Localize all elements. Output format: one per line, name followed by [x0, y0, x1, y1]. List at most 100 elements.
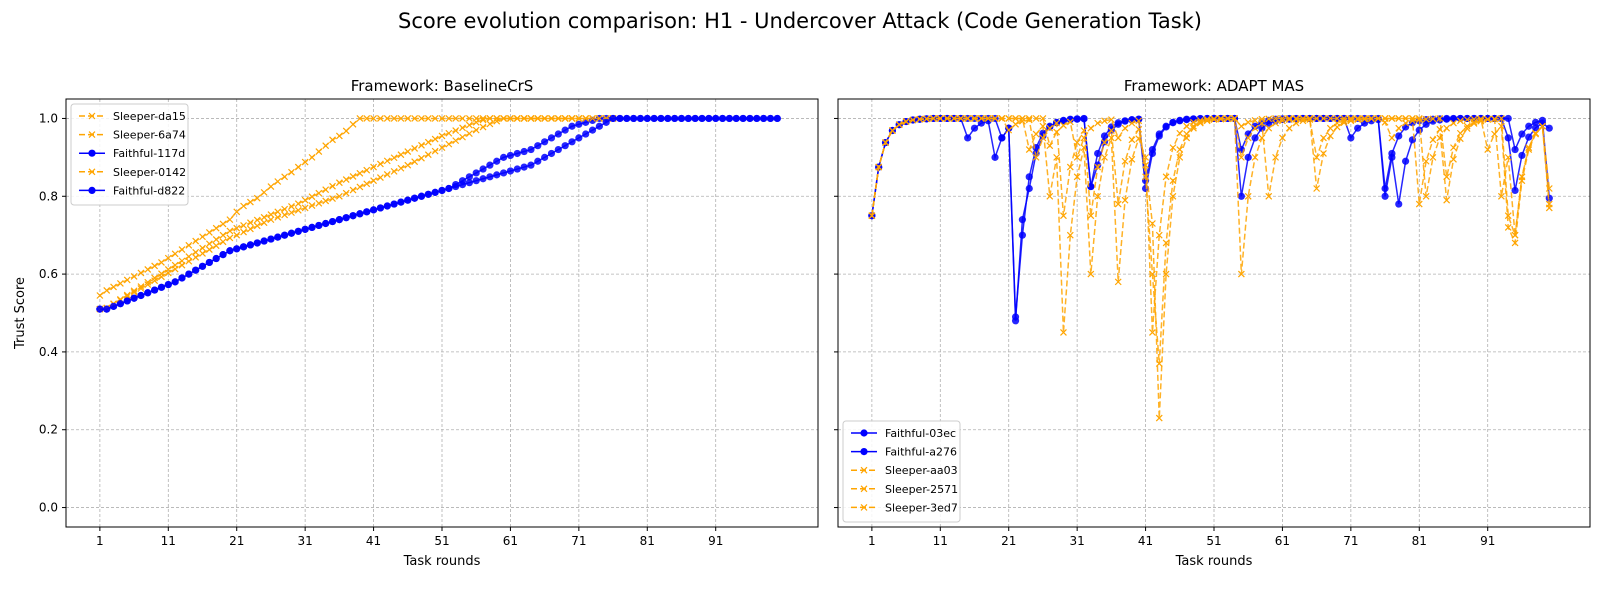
- data-point: [130, 273, 138, 280]
- data-point: [1525, 146, 1533, 154]
- data-point: [895, 121, 903, 129]
- data-point: [507, 115, 514, 122]
- data-point: [1313, 115, 1321, 122]
- data-point: [376, 115, 384, 122]
- data-point: [246, 241, 255, 249]
- data-point: [438, 132, 446, 140]
- data-point: [1518, 151, 1526, 160]
- data-point: [568, 122, 576, 130]
- data-point: [534, 142, 542, 150]
- legend-item: Faithful-117d: [79, 147, 185, 160]
- data-point: [1326, 115, 1334, 122]
- data-point: [376, 174, 384, 182]
- data-point: [1395, 124, 1403, 132]
- data-point: [308, 153, 316, 161]
- data-point: [1320, 150, 1327, 157]
- data-point: [1450, 119, 1457, 127]
- data-point: [1053, 119, 1061, 127]
- data-point: [329, 136, 336, 144]
- legend-marker: [88, 131, 96, 139]
- data-point: [301, 158, 309, 166]
- data-point: [1244, 192, 1252, 200]
- data-point: [294, 206, 302, 214]
- legend-box: [70, 103, 189, 206]
- data-point: [506, 167, 515, 175]
- data-point: [96, 305, 104, 313]
- data-point: [404, 161, 412, 169]
- data-point: [1039, 134, 1047, 142]
- data-point: [1463, 122, 1471, 130]
- data-point: [1107, 116, 1115, 124]
- figure-title: Score evolution comparison: H1 - Underco…: [398, 9, 1202, 33]
- legend-item: Faithful-a276: [851, 446, 957, 459]
- legend-item: Sleeper-6a74: [79, 129, 186, 142]
- data-point: [1272, 153, 1280, 161]
- data-point: [363, 180, 371, 188]
- data-point: [1094, 149, 1102, 158]
- data-point: [322, 197, 330, 205]
- x-tick-label: 91: [708, 534, 723, 548]
- data-point: [267, 235, 275, 243]
- data-point: [274, 208, 282, 216]
- data-point: [253, 222, 261, 230]
- x-tick-label: 61: [1275, 534, 1290, 548]
- data-point: [977, 115, 985, 122]
- data-point: [370, 115, 377, 122]
- data-point: [397, 164, 405, 172]
- data-point: [575, 134, 583, 142]
- data-point: [964, 134, 972, 142]
- data-point: [158, 270, 165, 278]
- x-tick-label: 31: [1070, 534, 1085, 548]
- series-sleeper-0142: [96, 115, 617, 313]
- data-point: [868, 212, 876, 220]
- data-point: [1313, 185, 1321, 192]
- data-point: [459, 115, 466, 122]
- data-point: [1244, 153, 1252, 161]
- data-point: [493, 157, 501, 165]
- data-point: [383, 202, 391, 210]
- data-point: [1231, 115, 1238, 122]
- x-tick-label: 41: [366, 534, 381, 548]
- data-point: [1025, 173, 1033, 181]
- data-point: [1066, 163, 1074, 171]
- data-point: [1101, 153, 1108, 161]
- data-point: [1148, 145, 1157, 154]
- data-point: [342, 214, 350, 222]
- data-point: [616, 114, 624, 123]
- data-point: [1121, 157, 1129, 165]
- data-point: [383, 171, 391, 178]
- data-point: [1477, 115, 1485, 123]
- data-point: [260, 219, 268, 227]
- data-point: [1388, 149, 1396, 158]
- x-tick-label: 61: [503, 534, 518, 548]
- data-point: [431, 135, 439, 143]
- data-point: [1470, 115, 1478, 123]
- data-point: [1333, 115, 1341, 122]
- data-point: [1087, 124, 1095, 132]
- x-tick-label: 11: [161, 534, 176, 548]
- x-tick-label: 71: [571, 534, 586, 548]
- data-point: [1155, 231, 1163, 239]
- data-point: [472, 177, 480, 185]
- data-point: [260, 188, 268, 196]
- series-line: [99, 117, 614, 310]
- data-point: [390, 115, 398, 122]
- x-axis-label: Task rounds: [403, 554, 481, 569]
- data-point: [308, 223, 316, 231]
- data-point: [116, 280, 124, 287]
- x-tick-label: 41: [1138, 534, 1153, 548]
- x-axis-label: Task rounds: [1175, 554, 1253, 569]
- data-point: [219, 251, 227, 259]
- data-point: [513, 165, 521, 173]
- data-point: [1463, 114, 1471, 123]
- data-point: [1422, 192, 1430, 200]
- data-point: [281, 173, 289, 181]
- data-point: [1532, 124, 1540, 132]
- data-point: [294, 163, 302, 171]
- x-tick-label: 1: [96, 534, 104, 548]
- data-point: [137, 283, 145, 290]
- data-point: [520, 147, 528, 156]
- data-point: [1367, 115, 1375, 122]
- data-point: [698, 114, 706, 123]
- data-point: [541, 115, 549, 122]
